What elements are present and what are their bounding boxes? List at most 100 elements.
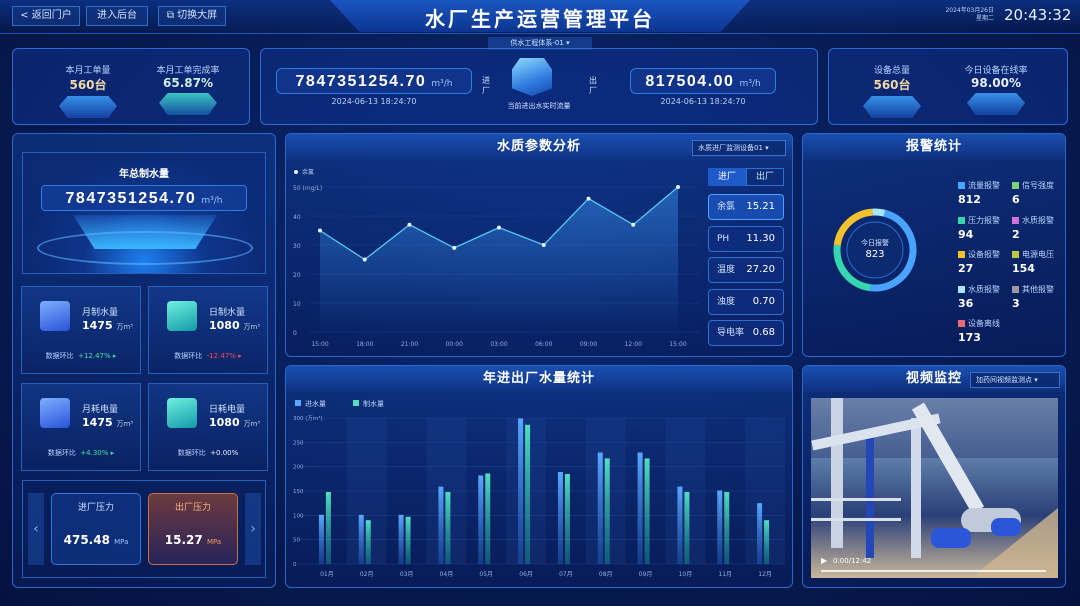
compare-value: +12.47% ▸	[78, 352, 117, 360]
legend-value: 36	[958, 296, 974, 310]
back-portal-button[interactable]: < 返回门户	[12, 6, 80, 26]
param-1[interactable]: PH 11.30	[708, 225, 784, 252]
card-value: 1080 万m³	[209, 319, 260, 332]
legend-name: 设备报警	[968, 250, 1000, 259]
value: 65.87%	[163, 76, 213, 90]
legend-value: 154	[1012, 262, 1035, 275]
alarm-legend-item: 其他报警 3	[1012, 284, 1054, 310]
param-3[interactable]: 浊度 0.70	[708, 288, 784, 315]
unit: m³/h	[201, 196, 223, 206]
legend-name: 水质报警	[968, 284, 1000, 294]
param-0[interactable]: 余氯 15.21	[708, 194, 784, 220]
data-point	[318, 228, 322, 233]
stat-card: 日制水量 1080 万m³ 数据环比 -12.47% ▸	[148, 286, 268, 374]
x-tick-label: 18:00	[356, 341, 373, 348]
x-tick-label: 15:00	[669, 341, 686, 348]
legend-value: 3	[1012, 296, 1020, 310]
param-4[interactable]: 导电率 0.68	[708, 320, 784, 346]
camera-label: 加药间视频监测点	[976, 376, 1032, 384]
compare-value: +4.30% ▸	[80, 449, 115, 457]
label: 今日设备在线率	[964, 66, 1028, 76]
outflow-time: 2024-06-13 18:24:70	[660, 97, 746, 106]
y-tick-label: 300 (万m³)	[293, 415, 323, 422]
next-arrow-button[interactable]: ›	[245, 493, 261, 565]
card-compare: 数据环比 +4.30% ▸	[22, 448, 140, 458]
system-selector[interactable]: 供水工程体系-01 ▾	[488, 37, 592, 50]
bar-chart: 0 50 100 150 200 250 300 (万m³) 进水量 制水量 01月 02月 03月 0…	[293, 399, 785, 578]
legend-label: 余氯	[302, 168, 314, 176]
bar	[597, 452, 603, 564]
y-tick-label: 0	[293, 330, 297, 337]
x-tick-label: 02月	[360, 571, 374, 578]
y-tick-label: 40	[293, 214, 301, 221]
param-name: 导电率	[717, 328, 745, 338]
y-tick-label: 50	[293, 538, 300, 544]
donut-segment	[869, 209, 917, 292]
label: 设备总量	[873, 66, 910, 76]
x-tick-label: 06月	[519, 571, 533, 578]
unit: MPa	[114, 538, 129, 546]
legend-name: 其他报警	[1022, 284, 1054, 294]
water-icon	[40, 301, 70, 331]
y-tick-label: 10	[293, 301, 301, 308]
x-tick-label: 11月	[718, 571, 732, 578]
value: 98.00%	[971, 76, 1021, 90]
x-tick-label: 03:00	[490, 341, 507, 348]
label: 本月工单量	[65, 66, 111, 76]
center-label: 当前进出水实时流量	[507, 102, 571, 110]
x-tick-label: 00:00	[446, 341, 463, 348]
legend-swatch	[958, 251, 965, 258]
video-player[interactable]: ▶ 0:00/12:42	[811, 398, 1058, 578]
donut-segment	[872, 208, 886, 217]
alarm-legend-item: 流量报警 812	[958, 180, 1000, 206]
card-title: 日制水量	[209, 308, 246, 318]
param-name: PH	[717, 233, 730, 244]
bar	[358, 514, 364, 564]
play-button[interactable]: ▶	[821, 556, 828, 565]
video-progress-bar[interactable]	[821, 570, 1046, 572]
donut-center: 今日报警 823	[848, 238, 902, 261]
power-icon	[167, 398, 197, 428]
card-compare: 数据环比 +0.00%	[149, 448, 267, 458]
camera-selector[interactable]: 加药间视频监测点 ▾	[970, 372, 1060, 388]
legend-value: 6	[1012, 193, 1020, 206]
bar	[684, 491, 690, 564]
pressure-section	[22, 480, 266, 578]
prev-arrow-button[interactable]: ‹	[28, 493, 44, 565]
y-tick-label: 150	[293, 489, 304, 495]
enter-backend-button[interactable]: 进入后台	[86, 6, 148, 26]
platform-icon	[159, 93, 217, 115]
x-tick-label: 10月	[679, 571, 693, 578]
bar	[405, 516, 411, 564]
center-label: 今日报警	[861, 239, 889, 247]
alarm-legend-item: 电源电压 154	[1012, 249, 1054, 275]
series-area	[320, 187, 678, 332]
card-value: 1475 万m³	[82, 416, 133, 429]
device-selector[interactable]: 水质进厂监测设备01 ▾	[692, 140, 786, 156]
number: 1080	[209, 416, 240, 429]
card-title: 日耗电量	[209, 405, 246, 415]
legend-value: 812	[958, 193, 981, 206]
title: 年总制水量	[119, 169, 169, 180]
tab-outlet[interactable]: 出厂	[746, 168, 784, 186]
param-2[interactable]: 温度 27.20	[708, 257, 784, 283]
legend-swatch	[958, 320, 965, 327]
y-tick-label: 0	[293, 562, 297, 568]
data-point	[541, 243, 546, 247]
param-value: 0.68	[752, 327, 775, 338]
x-tick-label: 07月	[559, 571, 573, 578]
number: 1475	[82, 416, 113, 429]
legend-name: 水质报警	[1022, 215, 1054, 225]
outflow-display: 817504.00 m³/h	[630, 68, 776, 94]
value: 560台	[873, 78, 911, 92]
legend-marker	[294, 170, 298, 174]
y-tick-label: 250	[293, 440, 304, 446]
bar	[677, 486, 683, 564]
legend-swatch	[958, 216, 965, 224]
title: 出厂压力	[174, 503, 211, 513]
switch-screen-button[interactable]: ⧉ 切换大屏	[158, 6, 226, 26]
legend-swatch	[958, 285, 965, 293]
stat-card: 日耗电量 1080 万m³ 数据环比 +0.00%	[148, 383, 268, 471]
tab-inlet[interactable]: 进厂	[708, 168, 746, 186]
bar	[644, 458, 650, 564]
